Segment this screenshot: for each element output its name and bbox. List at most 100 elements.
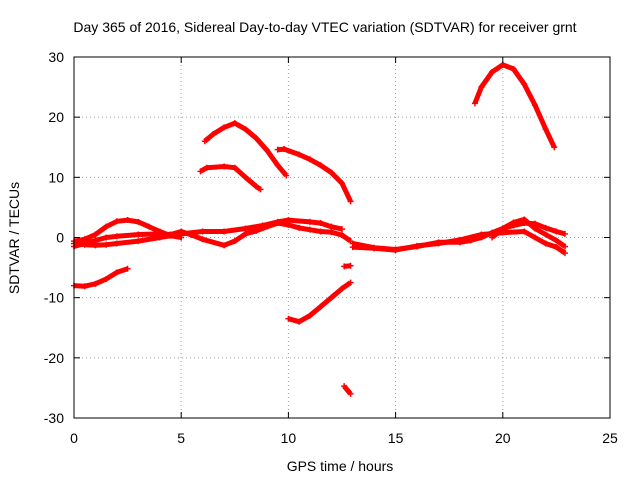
data-point [561,243,568,250]
data-point [553,228,560,235]
data-point [328,229,335,236]
data-point [296,318,303,325]
data-point [201,138,208,145]
data-point [203,164,210,171]
data-point [113,218,120,225]
tick-marks [73,56,611,419]
data-point [231,238,238,245]
data-point [531,102,538,109]
data-point [478,231,485,238]
data-point [178,230,185,237]
data-point [471,100,478,107]
x-tick-label: 25 [602,430,618,446]
data-point [489,234,496,241]
data-point [135,238,142,245]
series-fragment-b [342,384,353,396]
data-point [531,225,538,232]
data-point [146,223,153,230]
data-point [231,120,238,127]
data-point [521,216,528,223]
data-point [257,186,264,193]
data-point [242,126,249,133]
data-point [124,265,131,272]
data-point [263,147,270,154]
data-point [92,280,99,287]
y-tick-label: 20 [48,109,64,125]
data-point [197,168,204,175]
x-tick-label: 5 [177,430,185,446]
data-point [113,269,120,276]
data-point [135,218,142,225]
data-point [339,226,345,233]
data-point [328,223,335,230]
data-point [103,276,110,283]
data-point [553,244,560,251]
x-tick-label: 20 [495,430,511,446]
tick-labels: 0 5 10 15 20 25 -30 -20 -10 0 10 20 30 [44,49,618,446]
data-point [306,156,313,163]
data-point [135,231,142,238]
data-point [456,236,463,243]
data-point [306,312,313,319]
data-point [542,240,549,247]
data-point [339,232,345,239]
data-point [371,245,378,252]
data-point [347,390,354,397]
data-point [274,162,281,169]
data-point [92,242,99,249]
data-point [221,163,228,170]
data-point [510,66,517,73]
data-point [274,218,281,225]
data-point [242,230,249,237]
y-tick-label: 0 [56,230,64,246]
data-point [347,198,354,205]
data-point [259,222,266,229]
data-point [113,233,120,240]
series-arc-upper-2 [277,146,353,203]
data-point [156,234,163,241]
data-point [274,146,281,153]
data-point [242,174,249,181]
data-point [561,250,568,257]
data-point [561,230,568,237]
data-point [317,228,324,235]
data-point [499,225,506,232]
data-point [339,180,345,187]
series-baseline-6 [490,216,567,249]
x-axis-title: GPS time / hours [287,458,394,474]
x-tick-label: 15 [388,430,404,446]
data-point [221,124,228,131]
data-point [306,218,313,225]
y-tick-label: 10 [48,169,64,185]
data-point [296,151,303,158]
data-point [478,84,485,91]
data-point [339,285,345,292]
data-point [392,247,399,254]
data-point [542,231,549,238]
data-point [542,126,549,133]
chart-title: Day 365 of 2016, Sidereal Day-to-day VTE… [73,19,576,35]
data-point [221,228,228,235]
data-point [317,303,324,310]
data-point [253,135,260,142]
data-point [124,217,131,224]
data-point [347,262,354,269]
data-point [317,220,324,227]
y-tick-label: -20 [44,350,64,366]
data-point [221,242,228,249]
data-point [317,162,324,169]
x-tick-label: 0 [70,430,78,446]
data-point [285,315,292,322]
series-group [71,61,568,397]
data-point [510,219,517,226]
data-point [81,241,88,248]
data-point [103,223,110,230]
data-point [285,217,292,224]
data-point [103,234,110,241]
data-point [349,244,356,251]
data-point [489,69,496,76]
y-tick-label: -10 [44,290,64,306]
data-point [328,294,335,301]
data-point [542,224,549,231]
data-point [341,263,348,270]
